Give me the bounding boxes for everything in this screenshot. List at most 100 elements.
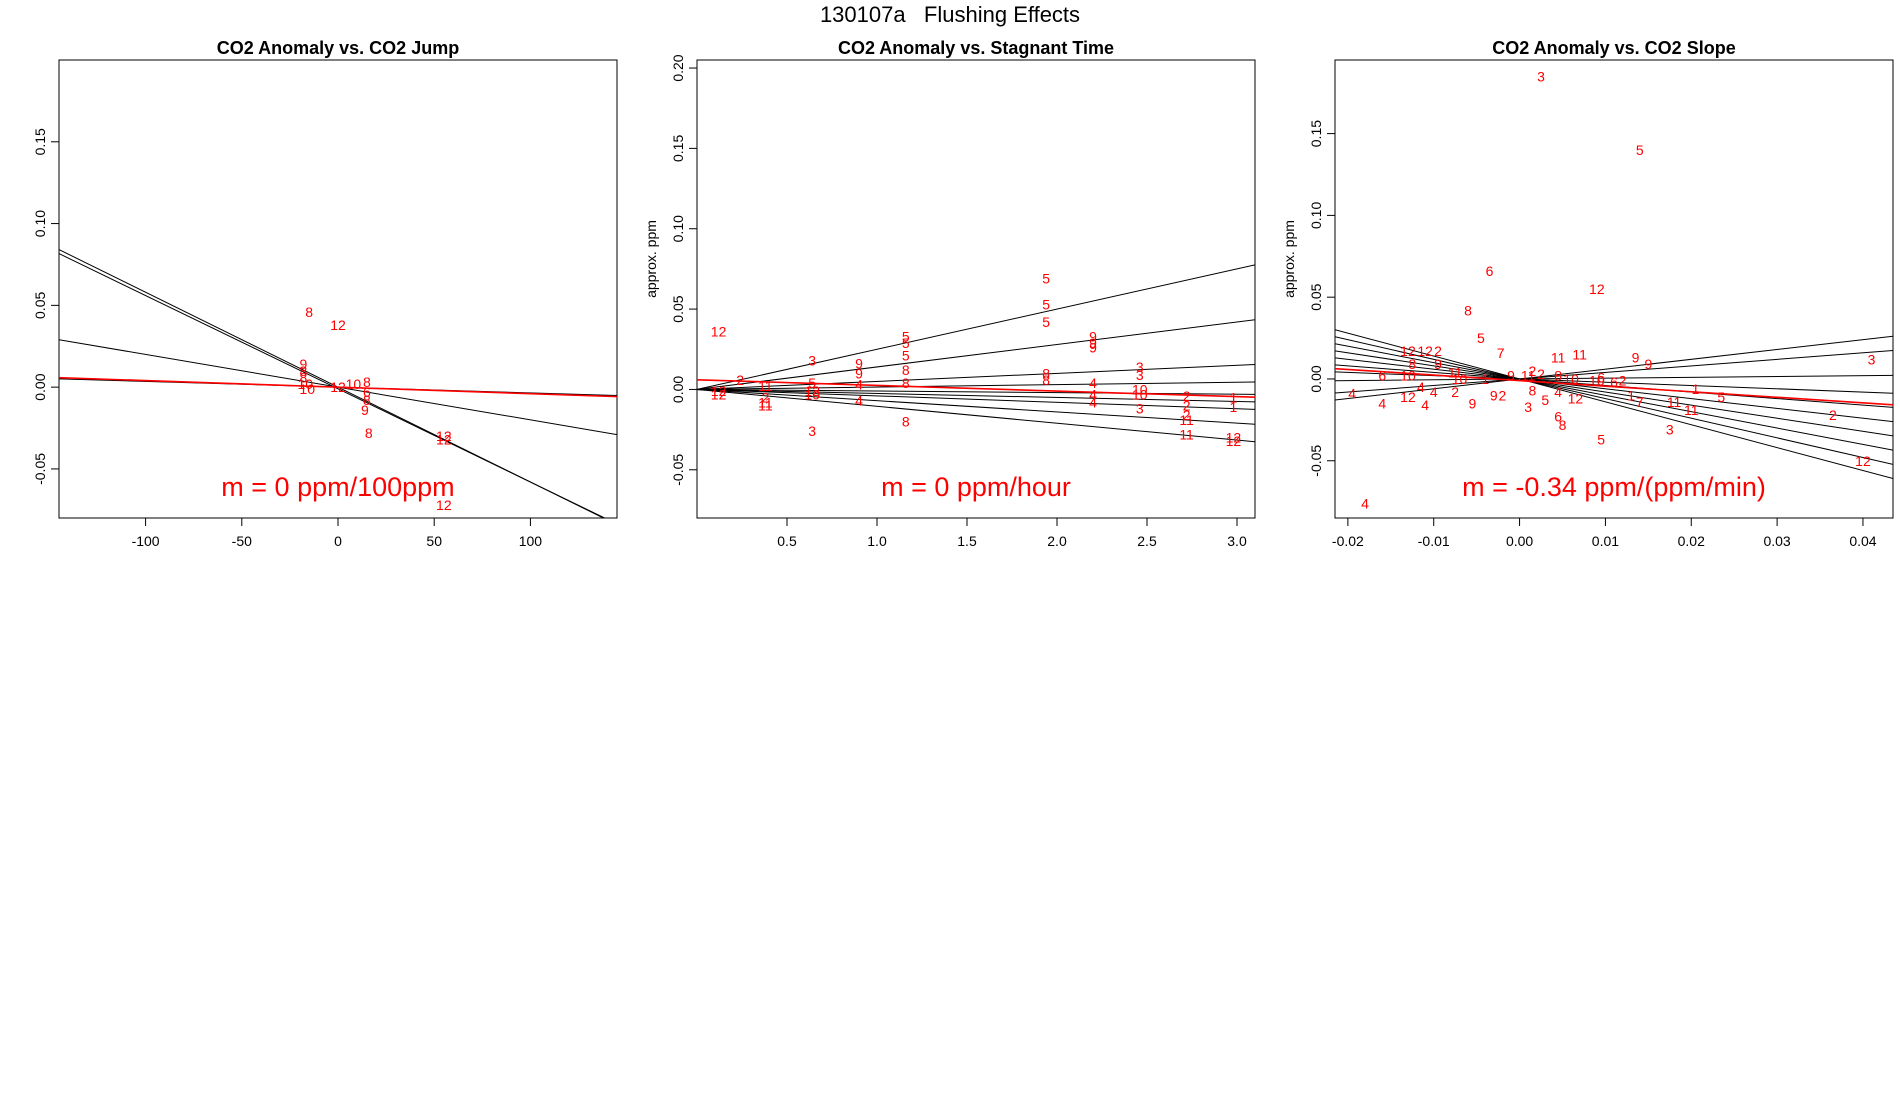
data-point-label: 8: [1042, 365, 1050, 381]
fit-line: [697, 388, 1255, 425]
x-tick-label: 0.5: [777, 533, 797, 549]
data-point-label: 6: [1486, 263, 1494, 279]
data-point-label: 12: [330, 317, 346, 333]
data-point-label: 8: [299, 363, 307, 379]
data-point-label: 6: [1554, 409, 1562, 425]
y-tick-label: 0.15: [670, 135, 686, 162]
chart-title: CO2 Anomaly vs. CO2 Slope: [1492, 38, 1735, 58]
data-point-label: 4: [855, 377, 863, 393]
data-point-label: 8: [363, 392, 371, 408]
data-point-label: 8: [1559, 417, 1567, 433]
fit-line-overall: [1335, 367, 1893, 406]
x-tick-label: 0.02: [1678, 533, 1705, 549]
data-point-label: 10: [299, 381, 315, 397]
data-point-label: 3: [1868, 351, 1876, 367]
data-point-label: 4: [1421, 397, 1429, 413]
slope-annotation: m = -0.34 ppm/(ppm/min): [1462, 472, 1766, 502]
x-tick-label: 0.04: [1849, 533, 1876, 549]
data-point-label: 11: [758, 378, 773, 394]
fit-line: [1335, 329, 1893, 480]
data-point-label: 12: [436, 497, 452, 513]
fit-line: [697, 388, 1255, 410]
data-point-label: 4: [1089, 375, 1097, 391]
data-point-label: 12: [1226, 433, 1242, 449]
y-tick-label: 0.00: [32, 373, 48, 400]
data-point-label: 5: [1042, 271, 1050, 287]
data-point-label: 2: [1499, 387, 1507, 403]
x-tick-label: -0.01: [1418, 533, 1450, 549]
data-point-label: 5: [1042, 314, 1050, 330]
data-point-label: 9: [1089, 340, 1097, 356]
data-point-label: 6: [1610, 374, 1618, 390]
fit-line: [1335, 350, 1893, 394]
data-point-label: 6: [1378, 368, 1386, 384]
data-point-label: 9: [1507, 368, 1515, 384]
y-tick-label: 0.20: [670, 54, 686, 81]
y-tick-label: -0.05: [32, 453, 48, 485]
data-point-label: 2: [1183, 407, 1191, 423]
fit-line-overall: [59, 376, 617, 398]
data-point-label: 9: [1468, 396, 1476, 412]
data-point-label: 5: [1597, 431, 1605, 447]
data-point-label: 9: [855, 356, 863, 372]
x-tick-label: 0.03: [1763, 533, 1790, 549]
data-point-label: 9: [1644, 356, 1652, 372]
data-point-label: 5: [1541, 392, 1549, 408]
data-point-label: 3: [1666, 422, 1674, 438]
data-point-label: 2: [1451, 384, 1459, 400]
data-point-label: 12: [1400, 343, 1416, 359]
data-point-label: 7: [1636, 394, 1644, 410]
data-point-label: 11: [1667, 394, 1682, 410]
y-axis-label: approx. ppm: [643, 220, 659, 298]
data-point-label: 5: [1042, 296, 1050, 312]
data-point-label: 2: [1183, 398, 1191, 414]
data-point-label: 4: [1430, 384, 1438, 400]
fit-line: [697, 364, 1255, 390]
data-point-label: 9: [1089, 335, 1097, 351]
fit-line: [1335, 357, 1893, 423]
y-tick-label: 0.05: [670, 295, 686, 322]
data-point-label: 11: [1684, 402, 1699, 418]
data-point-label: 1: [1230, 389, 1238, 405]
fit-line: [59, 253, 606, 518]
y-tick-label: 0.15: [32, 128, 48, 155]
data-point-label: 12: [711, 383, 727, 399]
x-tick-label: -50: [232, 533, 252, 549]
data-point-label: 10: [1400, 368, 1416, 384]
data-point-label: 12: [711, 386, 727, 402]
x-tick-label: 2.5: [1137, 533, 1157, 549]
data-point-label: 4: [855, 393, 863, 409]
data-point-label: 8: [1464, 302, 1472, 318]
data-point-label: 12: [436, 431, 452, 447]
data-point-label: 5: [902, 328, 910, 344]
y-axis-label: approx. ppm: [1281, 220, 1297, 298]
plot-frame: [1334, 59, 1894, 519]
data-point-label: 8: [902, 362, 910, 378]
plot-frame: [58, 59, 618, 519]
y-tick-label: 0.05: [32, 292, 48, 319]
y-tick-label: 0.05: [1308, 283, 1324, 310]
data-point-label: 3: [1537, 68, 1545, 84]
y-tick-label: 0.15: [1308, 120, 1324, 147]
x-tick-label: 0.00: [1506, 533, 1533, 549]
data-point-label: 12: [711, 324, 727, 340]
data-point-label: 8: [902, 414, 910, 430]
data-point-label: 11: [1179, 426, 1194, 442]
data-point-label: 9: [299, 356, 307, 372]
y-tick-label: -0.05: [1308, 445, 1324, 477]
data-point-label: 1: [1481, 371, 1489, 387]
x-tick-label: 2.0: [1047, 533, 1067, 549]
data-point-label: 8: [363, 374, 371, 390]
y-tick-label: 0.10: [670, 215, 686, 242]
chart-panel-1: CO2 Anomaly vs. CO2 Jump -100 -50 0 50 100 -0.…: [32, 38, 618, 549]
data-point-label: 2: [1529, 363, 1537, 379]
data-point-label: 9: [855, 365, 863, 381]
x-tick-label: -100: [132, 533, 160, 549]
data-point-label: 10: [298, 376, 314, 392]
fit-line: [697, 319, 1255, 390]
data-point-label: 10: [1589, 373, 1605, 389]
data-point-label: 1: [1627, 387, 1635, 403]
data-point-label: 4: [1089, 386, 1097, 402]
y-tick-label: 0.10: [32, 210, 48, 237]
